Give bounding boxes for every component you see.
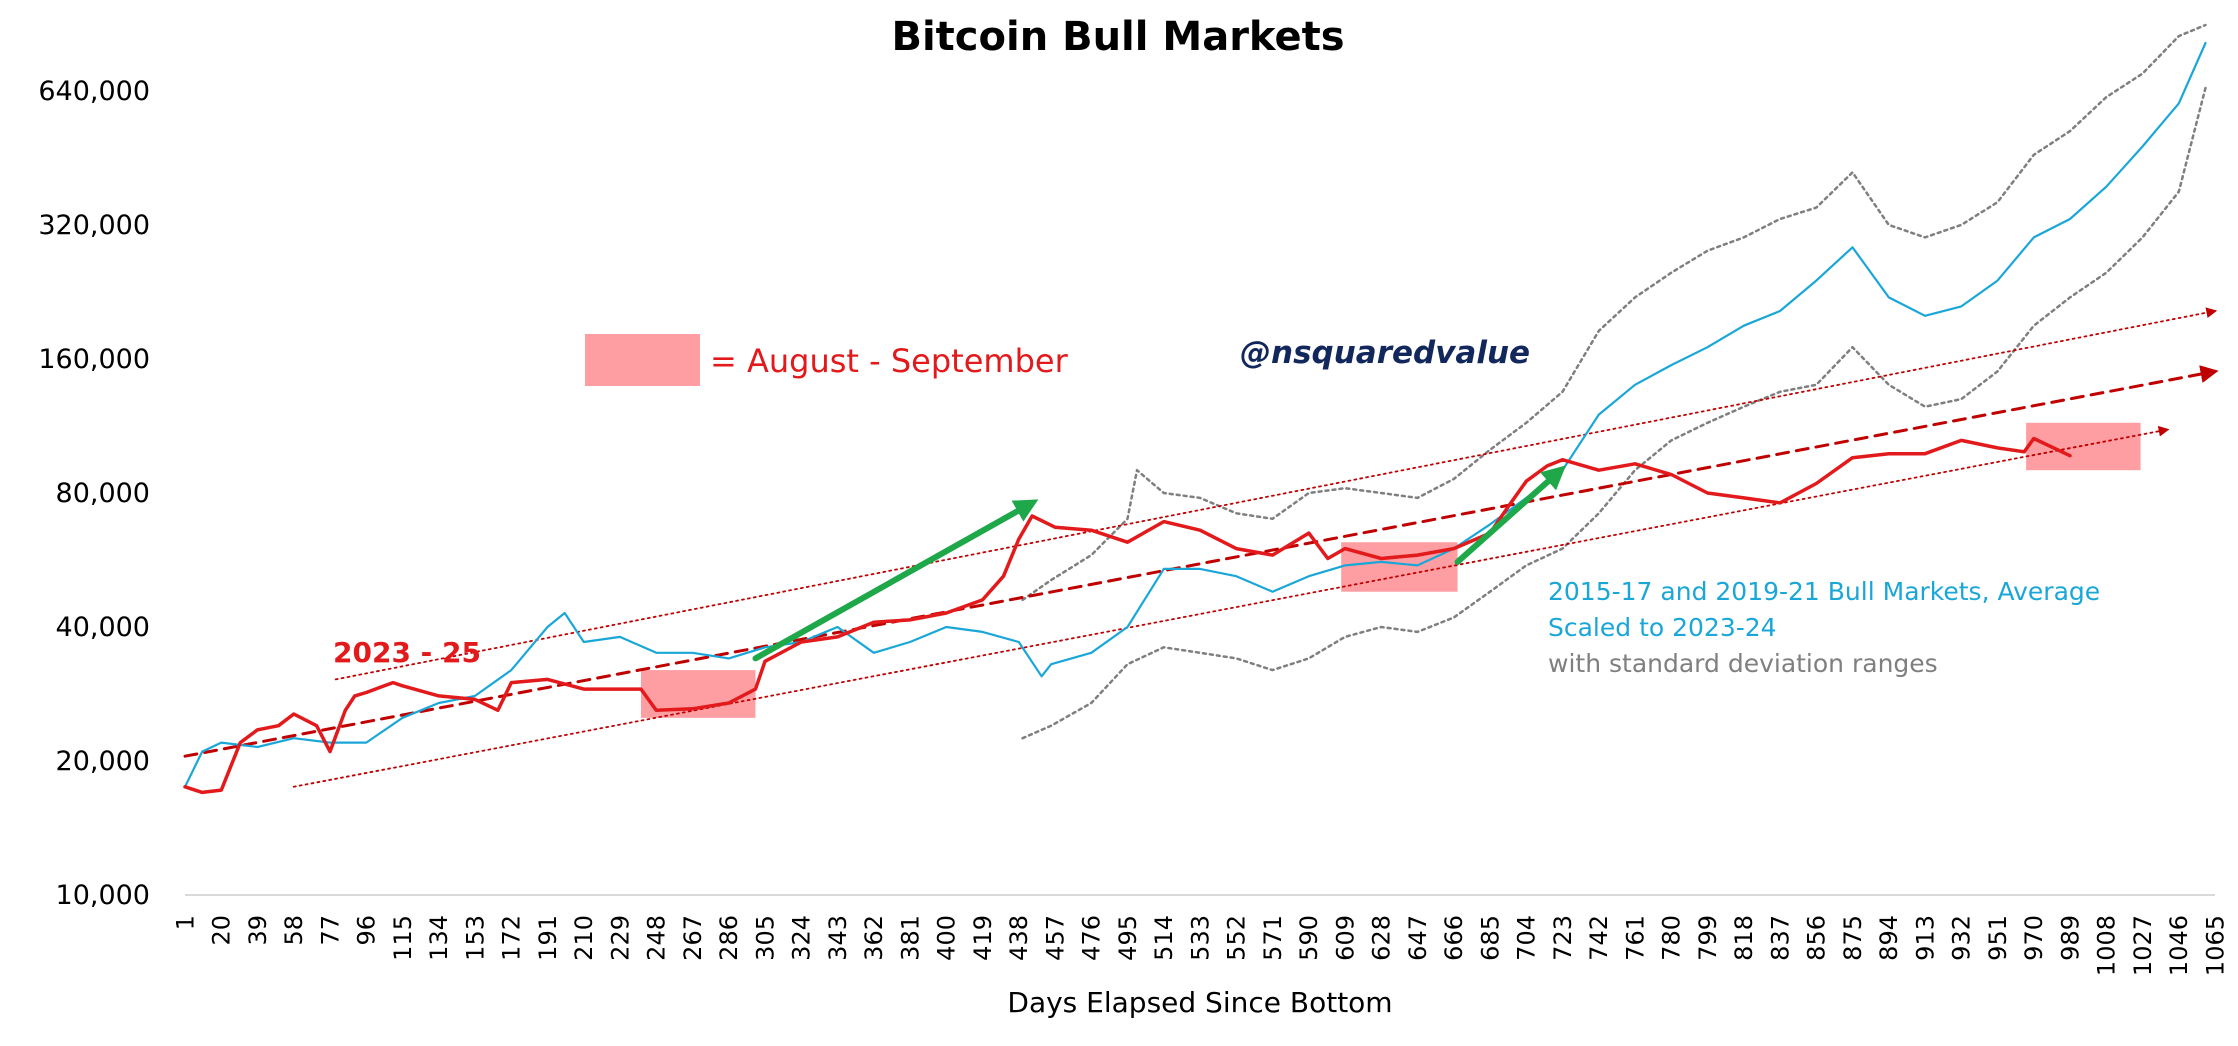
x-tick-label: 286 — [715, 915, 743, 961]
x-tick-label: 552 — [1223, 915, 1251, 961]
x-tick-label: 818 — [1730, 915, 1758, 961]
x-tick-label: 723 — [1549, 915, 1577, 961]
x-tick-label: 875 — [1839, 915, 1867, 961]
x-tick-label: 1 — [171, 915, 199, 930]
x-tick-label: 77 — [316, 915, 344, 946]
x-tick-label: 96 — [353, 915, 381, 946]
series-line-7 — [752, 499, 1039, 662]
x-tick-label: 837 — [1766, 915, 1794, 961]
x-tick-label: 609 — [1331, 915, 1359, 961]
x-tick-label: 438 — [1005, 915, 1033, 961]
series-line-6 — [292, 425, 2170, 788]
x-tick-label: 533 — [1186, 915, 1214, 961]
x-tick-label: 913 — [1911, 915, 1939, 961]
series-line-3 — [1021, 86, 2207, 740]
period-label: 2023 - 25 — [333, 636, 481, 669]
x-tick-label: 989 — [2056, 915, 2084, 961]
x-tick-label: 362 — [860, 915, 888, 961]
y-tick-label: 20,000 — [56, 746, 150, 777]
x-tick-label: 324 — [788, 915, 816, 961]
x-tick-label: 400 — [933, 915, 961, 961]
y-tick-label: 40,000 — [56, 612, 150, 643]
x-tick-label: 951 — [1984, 915, 2012, 961]
x-tick-label: 894 — [1875, 915, 1903, 961]
x-axis: 1 20 39 58 77 96 115 134 153 172 191 210 229 248 267 28… — [171, 894, 2229, 976]
y-axis: 10,000 20,000 40,000 80,000 160,000 320,000 64… — [38, 76, 150, 911]
y-tick-label: 320,000 — [38, 210, 150, 241]
x-tick-label: 229 — [606, 915, 634, 961]
x-tick-label: 134 — [425, 915, 453, 961]
x-tick-label: 799 — [1694, 915, 1722, 961]
y-tick-label: 80,000 — [56, 478, 150, 509]
series-line-1 — [183, 41, 2207, 788]
x-tick-label: 381 — [896, 915, 924, 961]
x-tick-label: 191 — [534, 915, 562, 961]
x-tick-label: 419 — [969, 915, 997, 961]
x-tick-label: 476 — [1078, 915, 1106, 961]
x-tick-label: 856 — [1803, 915, 1831, 961]
legend-label: = August - September — [710, 342, 1069, 380]
y-tick-label: 10,000 — [56, 880, 150, 911]
x-tick-label: 1046 — [2165, 915, 2193, 976]
legend-swatch — [585, 334, 700, 386]
x-tick-label: 457 — [1041, 915, 1069, 961]
x-tick-label: 39 — [244, 915, 272, 946]
x-tick-label: 1008 — [2093, 915, 2121, 976]
x-tick-label: 666 — [1440, 915, 1468, 961]
series-line-8 — [1454, 465, 1566, 565]
x-tick-label: 571 — [1259, 915, 1287, 961]
blue-note-line2: Scaled to 2023-24 — [1548, 613, 1777, 642]
x-tick-label: 932 — [1948, 915, 1976, 961]
x-tick-label: 1027 — [2129, 915, 2157, 976]
x-tick-label: 761 — [1621, 915, 1649, 961]
x-tick-label: 742 — [1585, 915, 1613, 961]
x-tick-label: 647 — [1404, 915, 1432, 961]
x-tick-label: 305 — [751, 915, 779, 961]
x-tick-label: 780 — [1658, 915, 1686, 961]
y-tick-label: 160,000 — [38, 344, 150, 375]
x-tick-label: 58 — [280, 915, 308, 946]
x-tick-label: 495 — [1114, 915, 1142, 961]
series-line-5 — [334, 307, 2218, 681]
x-tick-label: 248 — [643, 915, 671, 961]
highlight-range-2 — [2026, 422, 2141, 471]
series-line-4 — [183, 365, 2219, 758]
x-tick-label: 343 — [824, 915, 852, 961]
series-line-2 — [1021, 23, 2207, 602]
gray-note: with standard deviation ranges — [1548, 649, 1938, 678]
y-tick-label: 640,000 — [38, 76, 150, 107]
x-tick-label: 172 — [498, 915, 526, 961]
blue-note-line1: 2015-17 and 2019-21 Bull Markets, Averag… — [1548, 577, 2100, 606]
handle-annotation: @nsquaredvalue — [1240, 335, 1530, 371]
x-tick-label: 628 — [1368, 915, 1396, 961]
x-tick-label: 704 — [1513, 915, 1541, 961]
x-tick-label: 20 — [208, 915, 236, 946]
series-layer — [183, 23, 2219, 795]
x-tick-label: 590 — [1295, 915, 1323, 961]
series-line-0 — [183, 436, 2072, 795]
x-tick-label: 514 — [1150, 915, 1178, 961]
x-tick-label: 153 — [461, 915, 489, 961]
x-tick-label: 267 — [679, 915, 707, 961]
x-tick-label: 115 — [389, 915, 417, 961]
x-tick-label: 685 — [1476, 915, 1504, 961]
x-tick-label: 210 — [570, 915, 598, 961]
x-tick-label: 1065 — [2201, 915, 2229, 976]
x-tick-label: 970 — [2020, 915, 2048, 961]
x-axis-label: Days Elapsed Since Bottom — [1007, 986, 1392, 1019]
chart-title: Bitcoin Bull Markets — [891, 14, 1344, 60]
